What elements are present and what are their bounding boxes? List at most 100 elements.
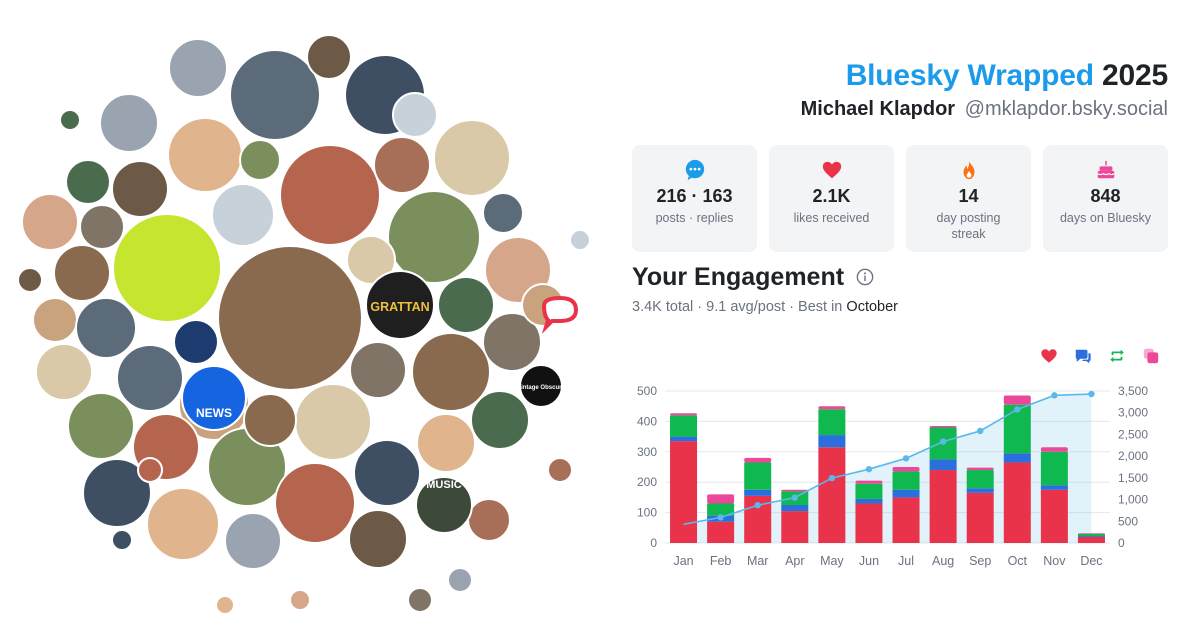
bar-reposts-jul[interactable] bbox=[892, 471, 920, 490]
avatar[interactable] bbox=[569, 229, 591, 251]
bar-likes-oct[interactable] bbox=[1003, 462, 1031, 543]
avatar[interactable] bbox=[99, 93, 159, 153]
avatar[interactable] bbox=[112, 213, 222, 323]
avatar[interactable] bbox=[411, 332, 491, 412]
avatar[interactable] bbox=[146, 487, 220, 561]
avatar[interactable] bbox=[306, 34, 352, 80]
avatar[interactable] bbox=[346, 235, 396, 285]
bar-reposts-sep[interactable] bbox=[966, 470, 994, 489]
vintage-obscura-avatar[interactable] bbox=[519, 364, 563, 408]
bar-quotes-jul[interactable] bbox=[892, 467, 920, 472]
likes-heart-icon[interactable] bbox=[1040, 347, 1058, 365]
avatar[interactable] bbox=[353, 439, 421, 507]
bar-reposts-nov[interactable] bbox=[1040, 451, 1068, 486]
bar-reposts-mar[interactable] bbox=[744, 462, 772, 490]
avatar[interactable] bbox=[467, 498, 511, 542]
avatar[interactable] bbox=[116, 344, 184, 412]
bar-quotes-feb[interactable] bbox=[707, 494, 735, 504]
bar-replies-oct[interactable] bbox=[1003, 453, 1031, 463]
avatar[interactable] bbox=[416, 413, 476, 473]
avatar[interactable] bbox=[433, 119, 511, 197]
avatar[interactable] bbox=[392, 92, 438, 138]
avatar[interactable] bbox=[243, 393, 297, 447]
bar-likes-apr[interactable] bbox=[781, 511, 809, 543]
cumulative-point[interactable] bbox=[1014, 406, 1021, 413]
bar-likes-jun[interactable] bbox=[855, 503, 883, 543]
bar-replies-sep[interactable] bbox=[966, 488, 994, 493]
avatar[interactable] bbox=[215, 595, 235, 615]
cumulative-point[interactable] bbox=[828, 474, 836, 482]
avatar[interactable] bbox=[274, 462, 356, 544]
bar-replies-aug[interactable] bbox=[929, 459, 957, 471]
avatar[interactable] bbox=[53, 244, 111, 302]
avatar[interactable] bbox=[79, 204, 125, 250]
avatar[interactable] bbox=[239, 139, 281, 181]
bar-likes-sep[interactable] bbox=[966, 492, 994, 543]
bar-likes-nov[interactable] bbox=[1040, 489, 1068, 543]
avatar[interactable] bbox=[67, 392, 135, 460]
bar-replies-nov[interactable] bbox=[1040, 485, 1068, 490]
reposts-icon[interactable] bbox=[1108, 347, 1126, 365]
bar-quotes-jun[interactable] bbox=[855, 480, 883, 484]
bar-quotes-nov[interactable] bbox=[1040, 447, 1068, 452]
bar-likes-jul[interactable] bbox=[892, 497, 920, 543]
avatar[interactable] bbox=[59, 109, 81, 131]
avatar[interactable] bbox=[482, 192, 524, 234]
cumulative-point[interactable] bbox=[791, 494, 798, 501]
quotes-icon[interactable] bbox=[1142, 347, 1160, 365]
bar-replies-jan[interactable] bbox=[670, 436, 698, 442]
replies-bubble-icon[interactable] bbox=[1074, 347, 1092, 365]
bar-quotes-may[interactable] bbox=[818, 406, 846, 410]
avatar[interactable] bbox=[447, 567, 473, 593]
bar-quotes-aug[interactable] bbox=[929, 425, 957, 428]
cumulative-point[interactable] bbox=[754, 502, 761, 509]
avatar[interactable] bbox=[82, 458, 152, 528]
avatar[interactable] bbox=[229, 49, 321, 141]
bar-replies-jul[interactable] bbox=[892, 489, 920, 498]
avatar[interactable] bbox=[224, 512, 282, 570]
bar-likes-aug[interactable] bbox=[929, 470, 957, 543]
bar-replies-mar[interactable] bbox=[744, 489, 772, 496]
bar-likes-dec[interactable] bbox=[1077, 536, 1105, 543]
avatar[interactable] bbox=[168, 38, 228, 98]
avatar[interactable] bbox=[348, 509, 408, 569]
avatar[interactable] bbox=[111, 529, 133, 551]
bar-quotes-apr[interactable] bbox=[781, 489, 809, 492]
cumulative-point[interactable] bbox=[717, 514, 724, 521]
bar-quotes-dec[interactable] bbox=[1077, 533, 1105, 534]
bar-likes-feb[interactable] bbox=[707, 521, 735, 543]
avatar[interactable] bbox=[211, 183, 275, 247]
bar-reposts-feb[interactable] bbox=[707, 503, 735, 516]
avatar[interactable] bbox=[65, 159, 111, 205]
avatar[interactable] bbox=[373, 136, 431, 194]
bar-replies-dec[interactable] bbox=[1077, 536, 1105, 537]
avatar[interactable] bbox=[294, 383, 372, 461]
avatar[interactable] bbox=[349, 341, 407, 399]
bar-quotes-oct[interactable] bbox=[1003, 395, 1031, 405]
avatar[interactable] bbox=[111, 160, 169, 218]
avatar[interactable] bbox=[387, 190, 481, 284]
avatar[interactable] bbox=[547, 457, 573, 483]
info-icon[interactable] bbox=[856, 268, 874, 286]
avatar[interactable] bbox=[437, 276, 495, 334]
bar-reposts-may[interactable] bbox=[818, 409, 846, 436]
cumulative-point[interactable] bbox=[1051, 392, 1058, 399]
bar-reposts-jun[interactable] bbox=[855, 483, 883, 499]
music-avatar[interactable] bbox=[415, 476, 473, 534]
avatar[interactable] bbox=[470, 390, 530, 450]
news-logo-avatar[interactable] bbox=[181, 365, 247, 431]
bar-likes-may[interactable] bbox=[818, 447, 846, 543]
avatar[interactable] bbox=[35, 343, 93, 401]
bar-replies-apr[interactable] bbox=[781, 505, 809, 512]
avatar[interactable] bbox=[167, 117, 243, 193]
cumulative-point[interactable] bbox=[1088, 390, 1095, 398]
bar-reposts-jan[interactable] bbox=[670, 415, 698, 437]
avatar[interactable] bbox=[482, 312, 542, 372]
bar-quotes-mar[interactable] bbox=[744, 457, 772, 463]
cumulative-point[interactable] bbox=[902, 455, 910, 462]
avatar[interactable] bbox=[217, 245, 363, 391]
avatar[interactable] bbox=[75, 297, 137, 359]
bar-replies-jun[interactable] bbox=[855, 498, 883, 504]
avatar[interactable] bbox=[407, 587, 433, 613]
bar-quotes-sep[interactable] bbox=[966, 467, 994, 471]
